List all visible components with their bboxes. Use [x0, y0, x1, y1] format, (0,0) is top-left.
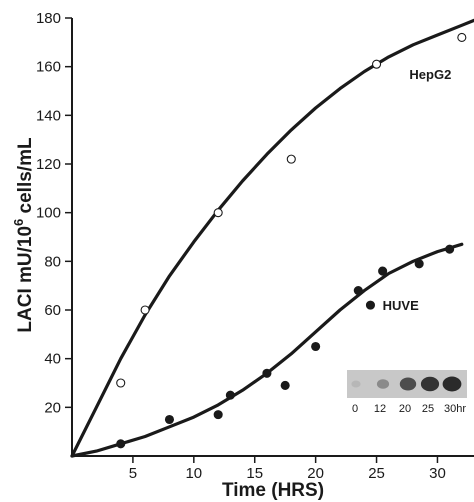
- data-point-huve: [353, 285, 363, 296]
- data-point-hepg2: [213, 208, 223, 218]
- data-point-huve: [116, 439, 126, 449]
- y-tick-label: 120: [36, 156, 61, 173]
- data-point-huve: [414, 259, 424, 269]
- series-labels: HepG2 HUVE: [383, 67, 452, 313]
- y-axis-title: LACI mU/106 cells/mL: [11, 137, 36, 333]
- blot-time-label: 25: [422, 403, 434, 415]
- fit-curve-hepg2: [70, 18, 474, 458]
- y-tick-label: 180: [36, 10, 61, 27]
- inset-blot: 0 12 20 25 30hr: [347, 370, 467, 415]
- y-axis-title-sup: 6: [11, 219, 26, 226]
- blot-spot: [442, 376, 462, 392]
- data-point-huve: [378, 266, 388, 276]
- data-point-hepg2: [457, 32, 467, 43]
- data-point-huve: [213, 410, 223, 420]
- series-label-hepg2: HepG2: [409, 67, 451, 82]
- fit-curve-huve: [70, 242, 464, 458]
- y-axis-title-tail: cells/mL: [15, 137, 36, 219]
- data-point-hepg2: [286, 154, 296, 164]
- blot-time-label: 20: [399, 403, 411, 415]
- y-tick-label: 40: [44, 351, 61, 368]
- blot-time-label: 0: [352, 403, 358, 415]
- data-point-huve: [365, 300, 376, 310]
- x-tick-label: 10: [185, 465, 202, 482]
- y-axis-title-main: LACI mU/10: [15, 226, 36, 333]
- y-tick-label: 80: [44, 253, 61, 270]
- x-axis-title: Time (HRS): [222, 480, 324, 501]
- y-tick-label: 160: [36, 59, 61, 76]
- x-tick-label: 15: [246, 465, 263, 482]
- blot-spot: [376, 379, 390, 389]
- data-point-hepg2: [140, 305, 150, 315]
- series-label-huve: HUVE: [383, 298, 419, 313]
- x-tick-label: 20: [307, 465, 324, 482]
- x-tick-label: 5: [129, 465, 137, 482]
- y-tick-label: 20: [44, 399, 61, 416]
- data-point-huve: [445, 244, 455, 254]
- data-point-huve: [225, 390, 235, 400]
- y-tick-label: 60: [44, 302, 61, 319]
- data-points: [116, 32, 467, 449]
- blot-time-label: 12: [374, 403, 386, 415]
- y-tick-label: 140: [36, 107, 61, 124]
- data-point-huve: [311, 341, 321, 352]
- blot-spot: [399, 377, 417, 391]
- data-point-huve: [280, 380, 290, 390]
- x-tick-label: 25: [368, 465, 385, 482]
- data-point-hepg2: [371, 59, 382, 69]
- x-tick-label: 30: [429, 465, 446, 482]
- blot-time-label: 30hr: [444, 403, 466, 415]
- y-tick-label: 100: [36, 205, 61, 222]
- blot-spot: [420, 376, 440, 392]
- data-point-huve: [262, 368, 272, 378]
- blot-spot: [351, 380, 361, 388]
- data-point-hepg2: [116, 378, 126, 388]
- data-point-huve: [164, 414, 175, 425]
